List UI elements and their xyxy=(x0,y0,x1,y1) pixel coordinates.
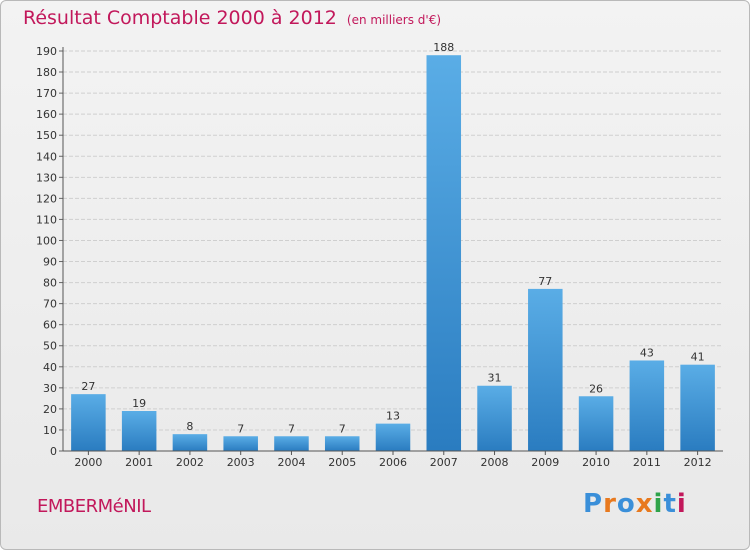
bar-value-label: 7 xyxy=(339,422,346,435)
bar-2001 xyxy=(121,411,157,451)
bar-value-label: 31 xyxy=(488,372,502,385)
y-tick-label: 20 xyxy=(43,403,57,416)
logo-letter: t xyxy=(663,489,677,519)
x-tick-label: 2002 xyxy=(176,456,204,469)
y-tick-label: 170 xyxy=(36,87,57,100)
y-tick-label: 110 xyxy=(36,213,57,226)
bar-value-label: 41 xyxy=(691,351,705,364)
x-tick-label: 2004 xyxy=(277,456,305,469)
bar-value-label: 19 xyxy=(132,397,146,410)
y-tick-label: 190 xyxy=(36,45,57,58)
x-tick-label: 2008 xyxy=(481,456,509,469)
y-tick-label: 30 xyxy=(43,382,57,395)
logo-letter: o xyxy=(616,489,636,519)
x-tick-label: 2006 xyxy=(379,456,407,469)
bar-2006 xyxy=(375,423,411,451)
y-tick-label: 40 xyxy=(43,361,57,374)
y-tick-label: 100 xyxy=(36,234,57,247)
bar-value-label: 43 xyxy=(640,346,654,359)
logo-letter: r xyxy=(603,489,617,519)
chart-title: Résultat Comptable 2000 à 2012 (en millie… xyxy=(23,7,441,29)
x-tick-label: 2010 xyxy=(582,456,610,469)
y-tick-label: 60 xyxy=(43,319,57,332)
x-tick-label: 2000 xyxy=(74,456,102,469)
y-tick-label: 150 xyxy=(36,129,57,142)
x-tick-label: 2009 xyxy=(531,456,559,469)
y-tick-label: 90 xyxy=(43,256,57,269)
logo-letter: x xyxy=(635,489,654,519)
x-tick-label: 2011 xyxy=(633,456,661,469)
bar-2011 xyxy=(629,360,665,451)
y-tick-label: 10 xyxy=(43,424,57,437)
y-tick-label: 180 xyxy=(36,66,57,79)
y-tick-label: 70 xyxy=(43,298,57,311)
chart-title-text: Résultat Comptable 2000 à 2012 xyxy=(23,7,337,29)
y-tick-label: 80 xyxy=(43,277,57,290)
chart-subtitle: (en milliers d'€) xyxy=(346,13,442,27)
bar-2007 xyxy=(426,55,462,452)
bar-2002 xyxy=(172,434,208,451)
y-tick-label: 140 xyxy=(36,150,57,163)
logo-letter: i xyxy=(676,489,687,519)
bar-value-label: 77 xyxy=(538,275,552,288)
bar-2010 xyxy=(578,396,614,451)
logo-letter: P xyxy=(583,489,604,519)
x-tick-label: 2005 xyxy=(328,456,356,469)
bar-value-label: 7 xyxy=(237,422,244,435)
bar-2004 xyxy=(274,436,309,451)
bar-value-label: 8 xyxy=(186,420,193,433)
axes: 0 10 20 30 40 50 60 70 80 90 100 110 120 130 140 150 160… xyxy=(36,45,723,469)
bar-value-label: 27 xyxy=(81,380,95,393)
x-tick-label: 2012 xyxy=(684,456,712,469)
y-tick-label: 160 xyxy=(36,108,57,121)
x-tick-label: 2007 xyxy=(430,456,458,469)
y-tick-label: 130 xyxy=(36,171,57,184)
commune-name: EMBERMéNIL xyxy=(37,496,151,517)
bar-2003 xyxy=(223,436,258,451)
y-gridlines xyxy=(63,50,723,452)
y-tick-label: 0 xyxy=(50,445,57,458)
bar-2005 xyxy=(324,436,360,451)
bar-2009 xyxy=(528,288,563,451)
bar-2008 xyxy=(477,385,512,451)
bar-value-label: 188 xyxy=(433,41,454,54)
bar-value-label: 26 xyxy=(589,382,603,395)
logo-letter: i xyxy=(653,489,664,519)
proxiti-logo: Proxiti xyxy=(583,489,687,519)
bar-2012 xyxy=(680,364,715,451)
bar-2000 xyxy=(71,394,106,451)
y-tick-label: 120 xyxy=(36,192,57,205)
x-tick-label: 2003 xyxy=(227,456,255,469)
bar-value-label: 13 xyxy=(386,410,400,423)
bar-value-label: 7 xyxy=(288,422,295,435)
x-tick-label: 2001 xyxy=(125,456,153,469)
y-tick-label: 50 xyxy=(43,340,57,353)
